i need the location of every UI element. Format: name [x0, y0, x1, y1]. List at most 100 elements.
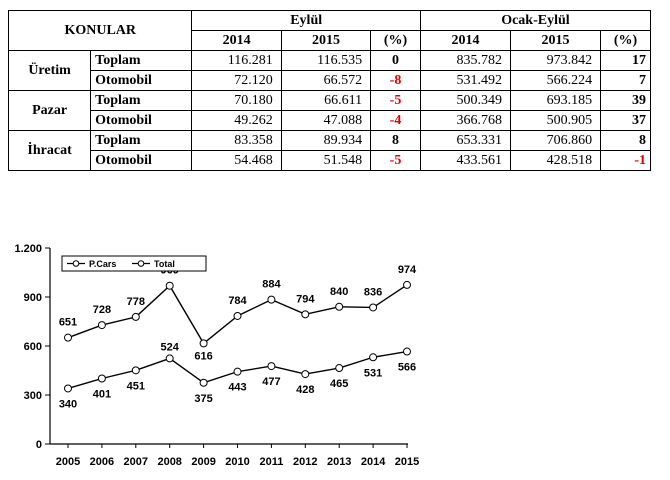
data-label: 778 — [127, 296, 145, 308]
row-label: Toplam — [90, 50, 193, 71]
data-point — [165, 281, 174, 290]
data-point — [369, 303, 378, 312]
table-row: İhracat Toplam 83.358 89.934 8 653.331 7… — [7, 130, 651, 171]
table-row: Üretim Toplam 116.281 116.535 0 835.782 … — [7, 50, 651, 91]
x-tick-label: 2011 — [259, 456, 283, 468]
row-label: Otomobil — [90, 70, 193, 91]
cell-o14: 500.349 — [419, 90, 512, 111]
cell-o15: 693.185 — [509, 90, 602, 111]
row-label: Otomobil — [90, 150, 193, 171]
col-pct-eylul: (%) — [370, 30, 421, 51]
data-point — [369, 353, 378, 362]
data-label: 465 — [330, 378, 348, 390]
line-chart: 0 300 600 900 1.200 2005 2006 2007 2008 2009 2010 2… — [14, 243, 419, 468]
data-point — [233, 367, 242, 376]
cell-e14: 49.262 — [191, 110, 282, 131]
data-point — [335, 364, 344, 373]
data-label: 884 — [262, 279, 281, 291]
y-tick-label: 600 — [24, 341, 42, 353]
data-point — [97, 321, 106, 330]
legend-marker — [137, 260, 145, 267]
data-label: 443 — [228, 382, 246, 394]
x-tick-label: 2012 — [293, 456, 317, 468]
y-tick-label: 900 — [24, 292, 42, 304]
cell-o14: 531.492 — [419, 70, 512, 91]
cell-o15: 706.860 — [509, 130, 602, 151]
data-label: 728 — [93, 304, 111, 316]
eylul-header: Eylül — [191, 10, 421, 31]
cell-e14: 83.358 — [191, 130, 282, 151]
cell-ep: -8 — [370, 70, 421, 91]
row-label: Otomobil — [90, 110, 193, 131]
x-tick-label: 2010 — [225, 456, 249, 468]
chart-series — [64, 280, 411, 393]
statistics-table: KONULAR Eylül Ocak-Eylül 2014 2015 (%) 2… — [7, 10, 652, 171]
x-tick-label: 2006 — [90, 456, 114, 468]
cell-e14: 116.281 — [191, 50, 282, 71]
cell-e15: 47.088 — [280, 110, 372, 131]
data-label: 794 — [296, 293, 315, 305]
cell-e15: 66.611 — [280, 90, 372, 111]
table-row: Otomobil 54.468 51.548 -5 433.561 428.51… — [9, 150, 651, 171]
data-label: 531 — [364, 367, 382, 379]
cell-o14: 433.561 — [419, 150, 512, 171]
row-label: Toplam — [90, 130, 193, 151]
legend-label: P.Cars — [89, 259, 116, 269]
cell-o15: 973.842 — [509, 50, 602, 71]
data-point — [131, 366, 140, 375]
table-row: Otomobil 72.120 66.572 -8 531.492 566.22… — [9, 70, 651, 91]
cell-o14: 653.331 — [419, 130, 512, 151]
data-point — [97, 374, 106, 383]
data-label: 566 — [398, 362, 416, 374]
cell-ep: 8 — [370, 130, 421, 151]
x-tick-label: 2015 — [395, 456, 419, 468]
cell-op: 17 — [600, 50, 651, 71]
col-2014-eylul: 2014 — [191, 30, 282, 51]
col-2015-eylul: 2015 — [280, 30, 372, 51]
cell-op: 8 — [600, 130, 651, 151]
data-label: 428 — [296, 384, 314, 396]
col-2015-ocak: 2015 — [509, 30, 602, 51]
col-pct-ocak: (%) — [600, 30, 651, 51]
col-2014-ocak: 2014 — [419, 30, 512, 51]
data-point — [301, 370, 310, 379]
x-tick-label: 2007 — [124, 456, 148, 468]
data-label: 784 — [228, 295, 247, 307]
cell-o14: 366.768 — [419, 110, 512, 131]
cell-op: 37 — [600, 110, 651, 131]
data-label: 974 — [398, 264, 417, 276]
data-label: 651 — [59, 317, 77, 329]
x-tick-label: 2014 — [361, 456, 386, 468]
data-point — [199, 339, 208, 348]
data-point — [301, 310, 310, 319]
cell-o14: 835.782 — [419, 50, 512, 71]
konular-header: KONULAR — [7, 10, 193, 51]
data-label: 401 — [93, 389, 111, 401]
cell-e14: 72.120 — [191, 70, 282, 91]
data-label: 616 — [194, 350, 212, 362]
y-tick-label: 300 — [24, 390, 42, 402]
y-tick-label: 0 — [36, 439, 42, 451]
cell-e15: 51.548 — [280, 150, 372, 171]
table-row: Pazar Toplam 70.180 66.611 -5 500.349 69… — [7, 90, 651, 131]
data-point — [233, 311, 242, 320]
cell-e15: 89.934 — [280, 130, 372, 151]
chart-data-labels: 340 401 451 524 375 443 477 428 465 531 566 651 728 7… — [59, 264, 417, 411]
cell-e15: 66.572 — [280, 70, 372, 91]
ocak-eylul-header: Ocak-Eylül — [419, 10, 652, 31]
data-point — [403, 280, 411, 289]
cell-op: 7 — [600, 70, 651, 91]
x-tick-label: 2009 — [191, 456, 215, 468]
row-label: Toplam — [90, 90, 193, 111]
data-point — [165, 354, 174, 363]
cell-o15: 566.224 — [509, 70, 602, 91]
data-label: 836 — [364, 286, 382, 298]
group-pazar: Pazar — [7, 90, 92, 131]
x-tick-label: 2008 — [157, 456, 181, 468]
chart-legend: P.Cars Total — [61, 255, 207, 272]
group-ihracat: İhracat — [7, 130, 92, 171]
data-point — [335, 302, 344, 311]
data-label: 524 — [161, 341, 180, 353]
data-point — [64, 384, 72, 393]
data-point — [267, 362, 276, 371]
